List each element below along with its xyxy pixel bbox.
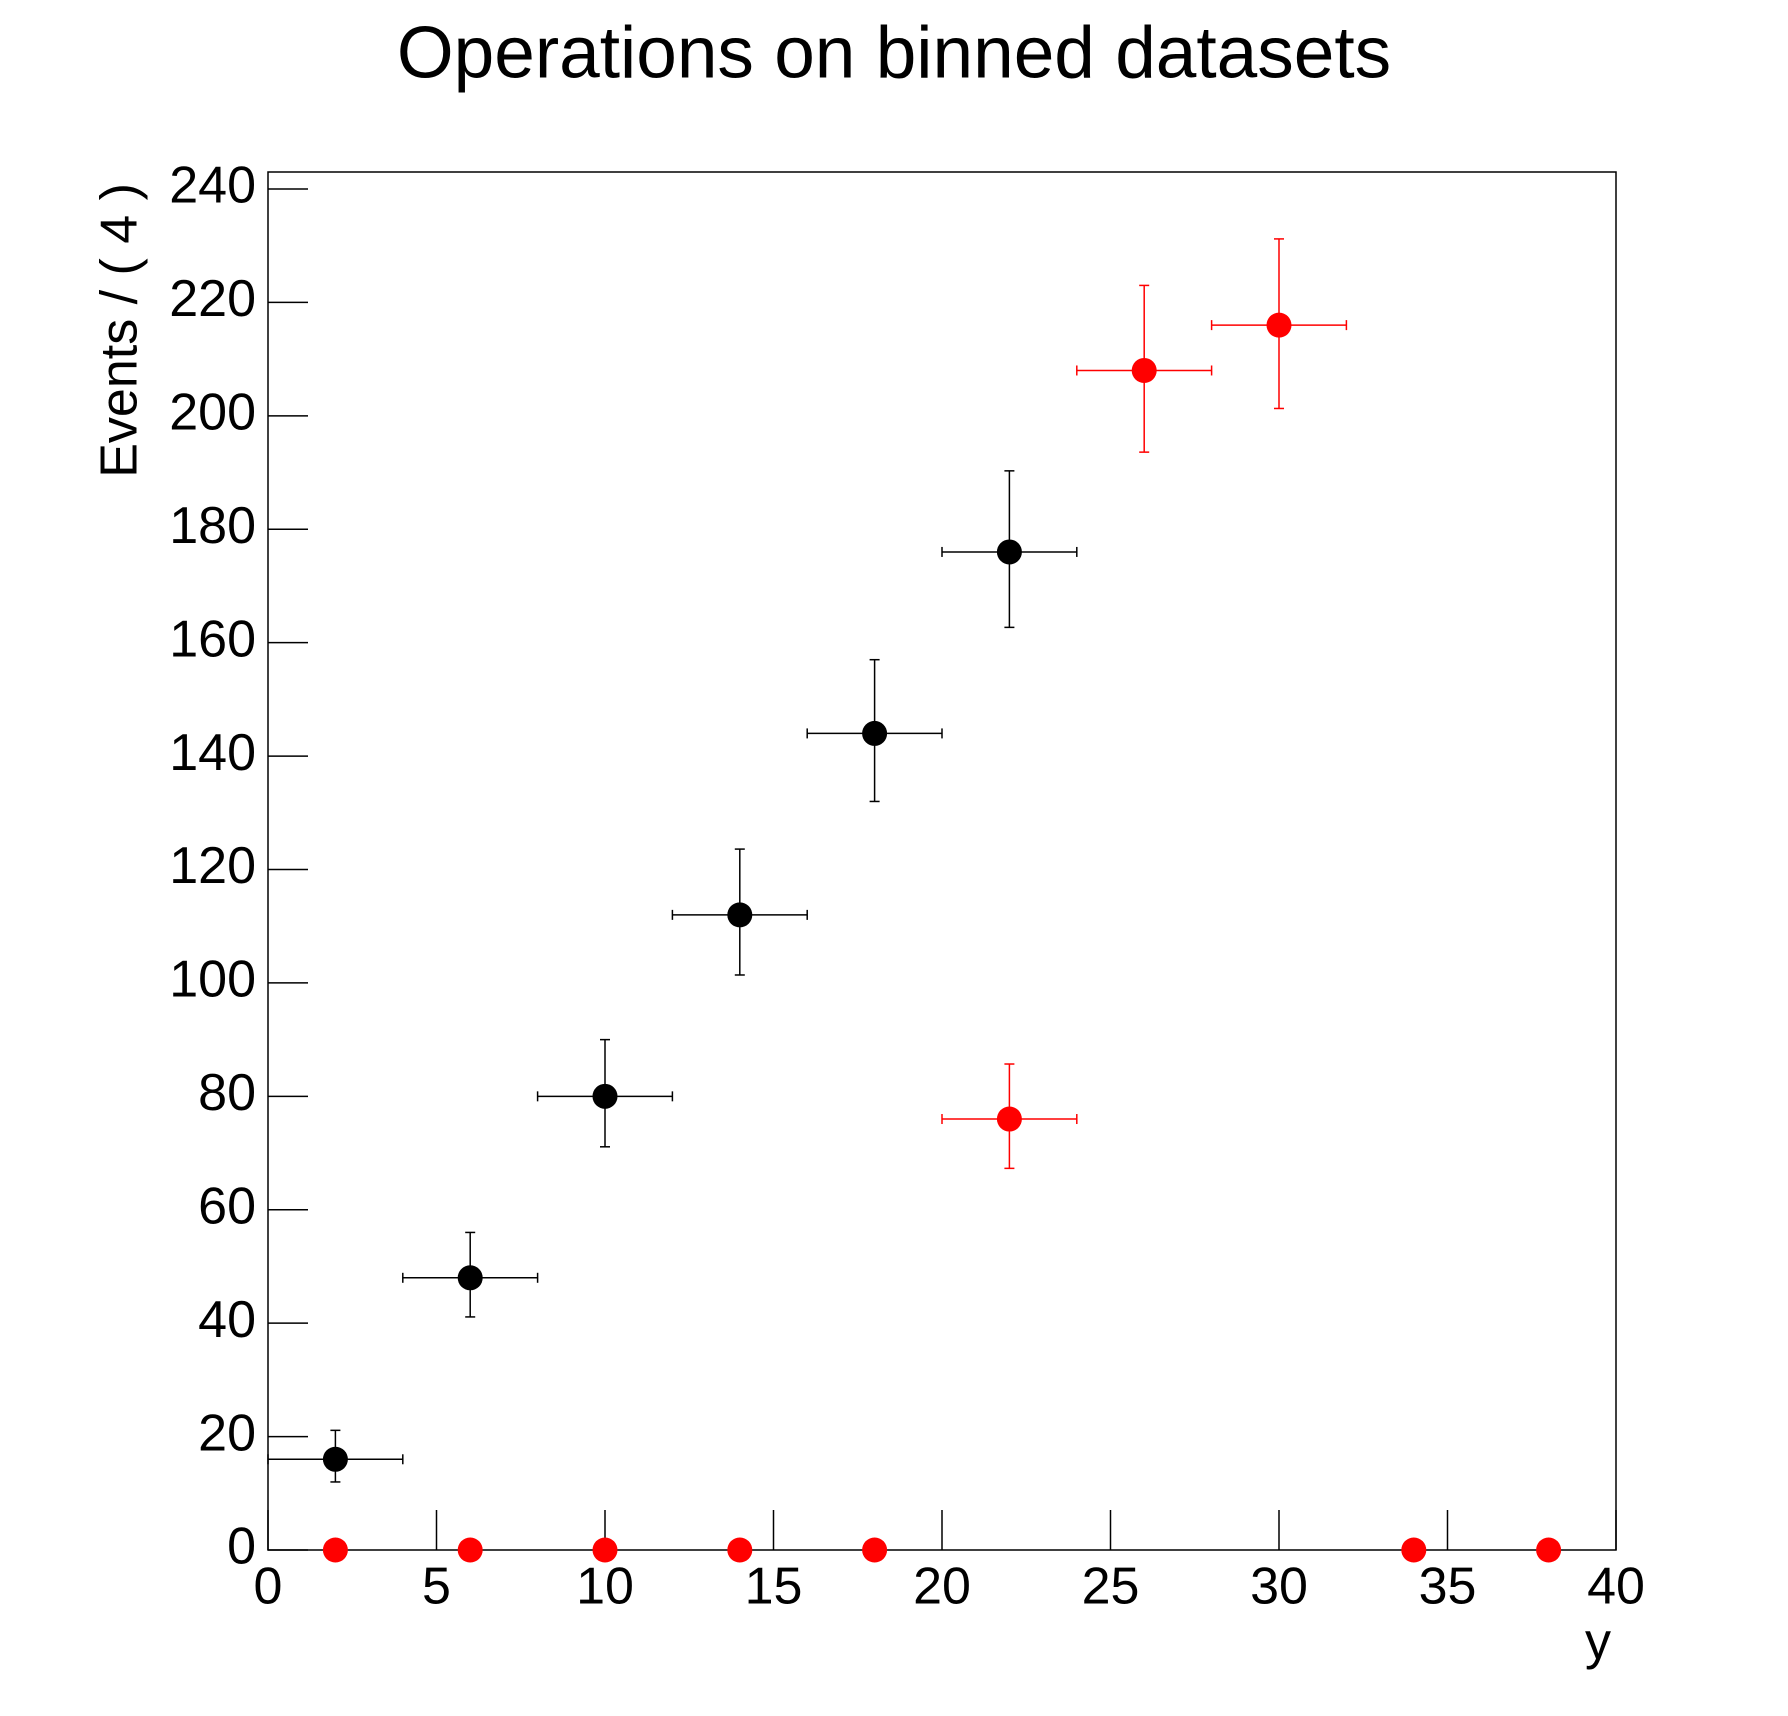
point [322,1446,348,1472]
x-tick-label: 15 [745,1558,803,1616]
y-tick-label: 160 [169,610,256,668]
y-tick-label: 240 [169,157,256,215]
point [727,902,753,928]
x-tick-label: 40 [1587,1558,1645,1616]
y-tick-label: 120 [169,837,256,895]
y-tick-label: 100 [169,951,256,1009]
point [1131,357,1157,383]
point [457,1537,483,1563]
x-tick-label: 35 [1419,1558,1477,1616]
y-tick-label: 180 [169,497,256,555]
x-tick-label: 25 [1082,1558,1140,1616]
point [862,1537,888,1563]
y-tick-label: 40 [198,1291,256,1349]
y-axis-label: Events / ( 4 ) [91,183,149,478]
point [1266,312,1292,338]
x-tick-label: 5 [422,1558,451,1616]
y-tick-label: 220 [169,270,256,328]
point [322,1537,348,1563]
chart-title: Operations on binned datasets [397,12,1391,93]
point [727,1537,753,1563]
plot-frame [267,171,1617,1551]
y-tick-label: 20 [198,1404,256,1462]
y-tick-label: 200 [169,384,256,442]
y-tick-label: 140 [169,724,256,782]
y-tick-label: 60 [198,1177,256,1235]
point [457,1265,483,1291]
y-tick-label: 80 [198,1064,256,1122]
x-axis-label: y [1585,1613,1611,1671]
point [996,539,1022,565]
point [862,720,888,746]
y-tick-label: 0 [227,1518,256,1576]
point [592,1083,618,1109]
x-tick-label: 20 [913,1558,971,1616]
point [1536,1537,1562,1563]
x-tick-label: 10 [576,1558,634,1616]
point [1401,1537,1427,1563]
x-tick-label: 0 [254,1558,283,1616]
x-tick-label: 30 [1250,1558,1308,1616]
point [996,1106,1022,1132]
point [592,1537,618,1563]
